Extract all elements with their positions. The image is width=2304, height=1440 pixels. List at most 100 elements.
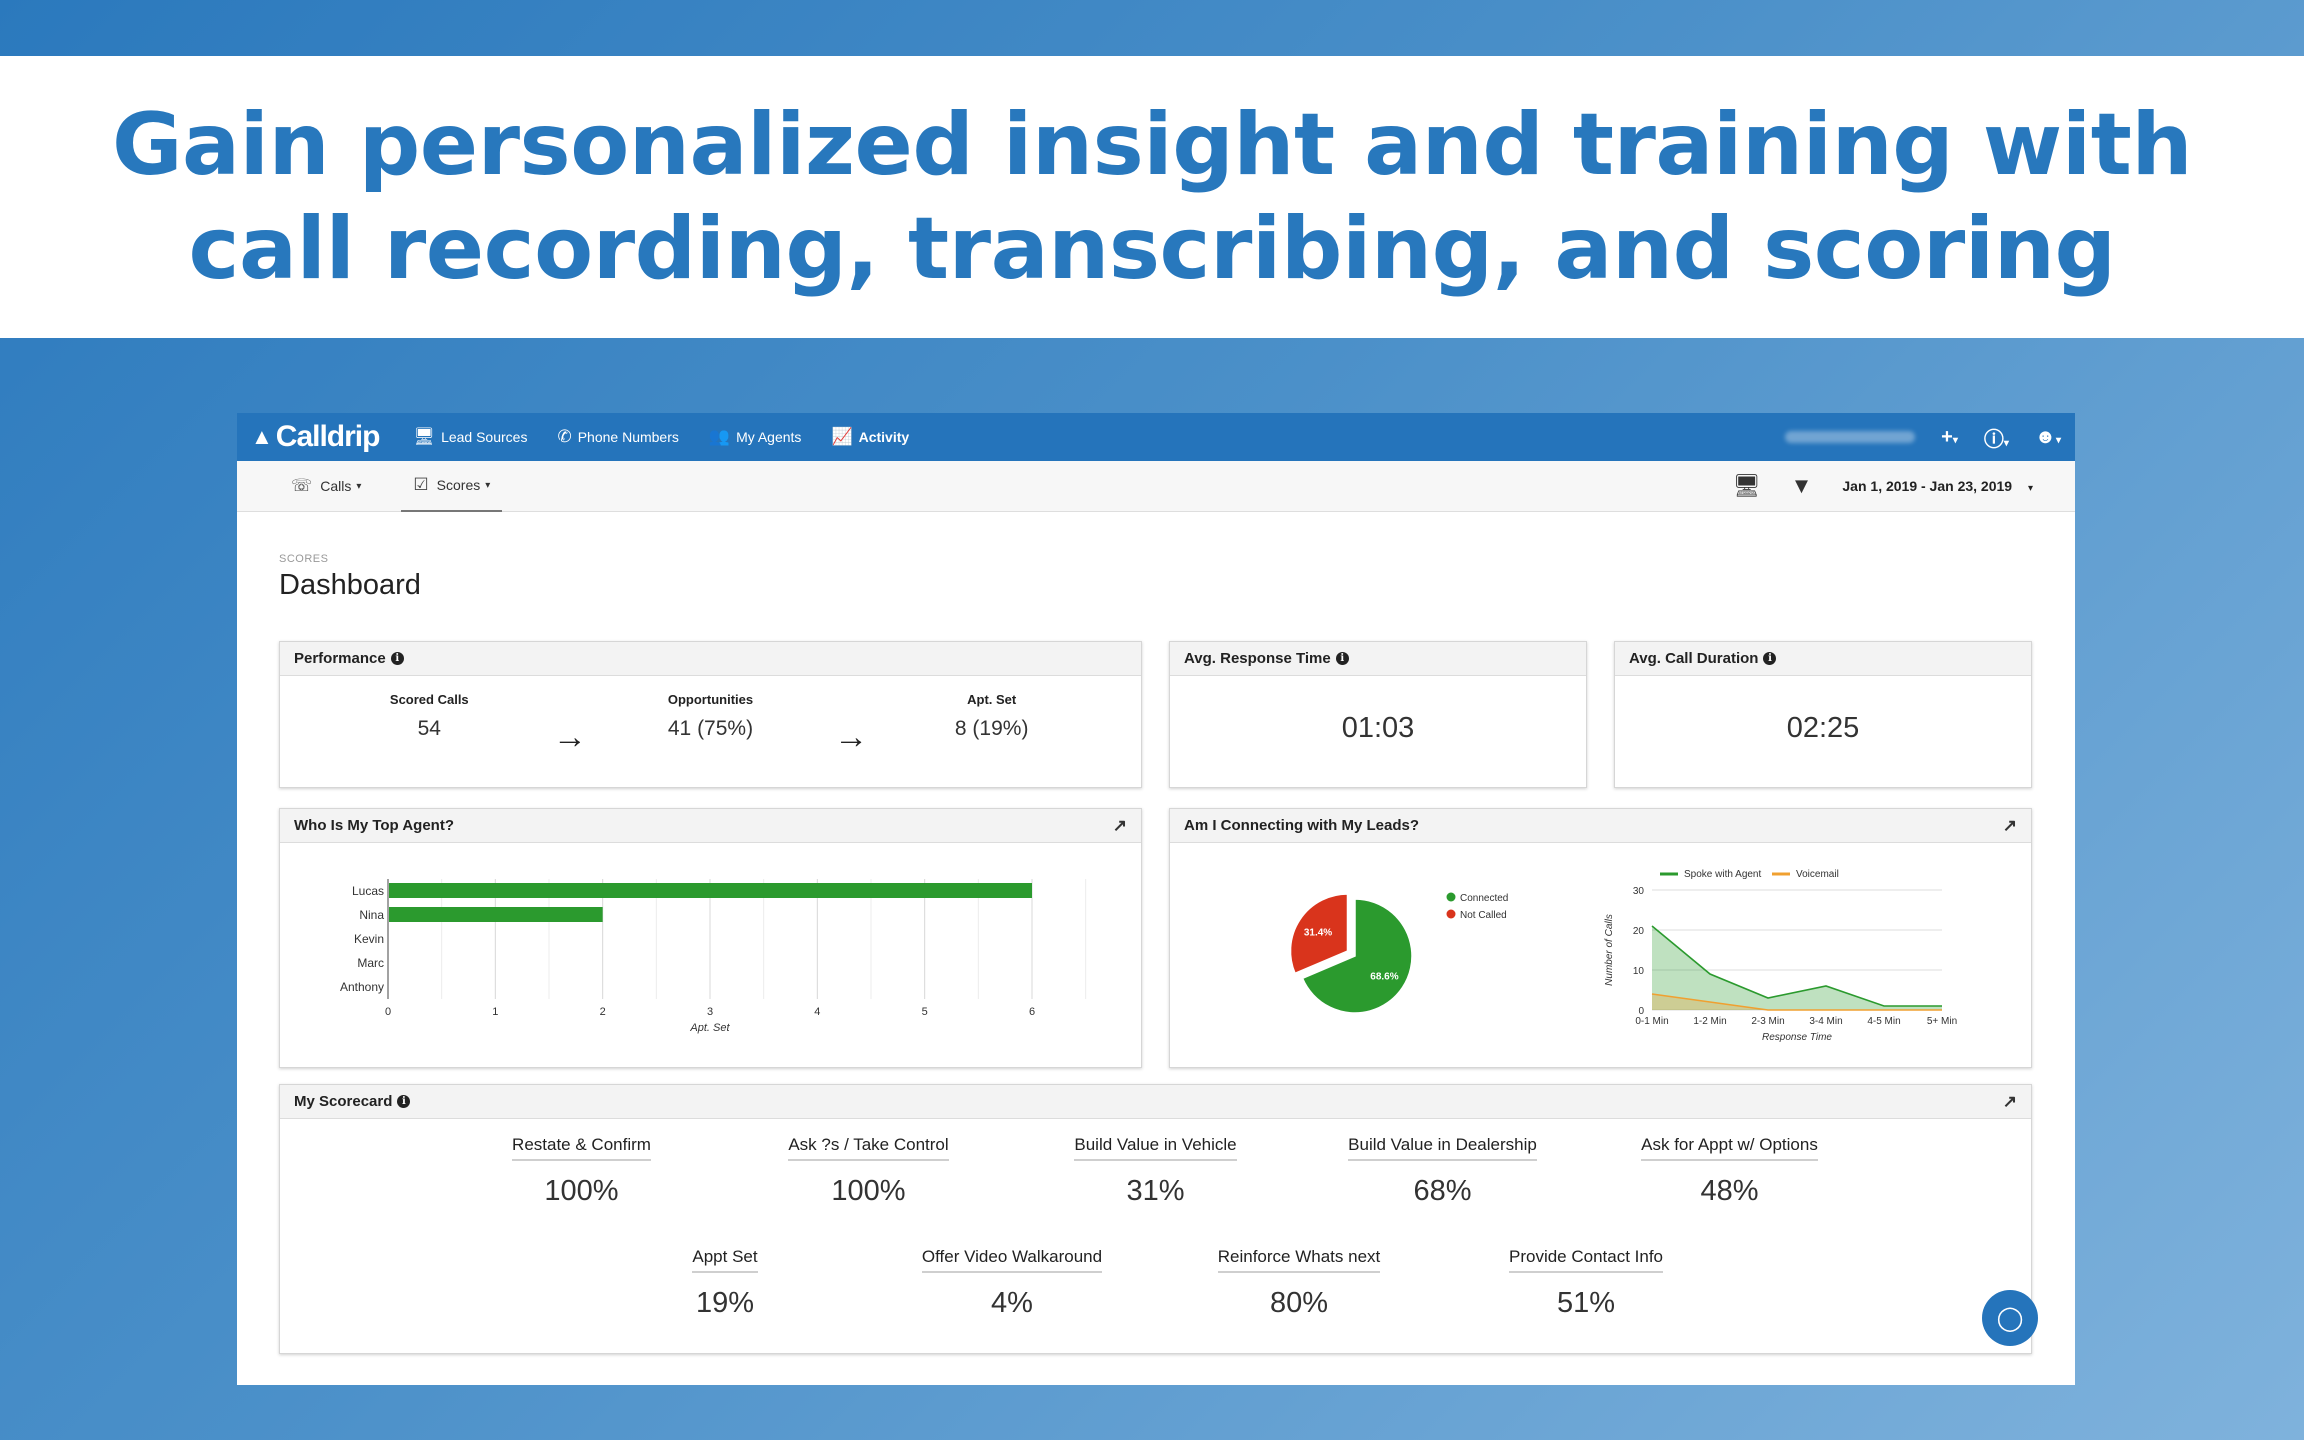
legend-label: Spoke with Agent [1684, 869, 1761, 880]
avg-duration-card: Avg. Call Duration i 02:25 [1614, 641, 2032, 788]
chevron-down-icon: ▾ [2003, 437, 2009, 449]
y-tick-label: Nina [359, 908, 384, 922]
external-link-icon[interactable]: ↗ [2002, 815, 2017, 835]
score-item: Ask ?s / Take Control 100% [725, 1135, 1012, 1208]
avg-duration-header: Avg. Call Duration i [1615, 642, 2031, 676]
scorecard-title: My Scorecard [294, 1093, 393, 1110]
bar [389, 907, 603, 922]
tab-scores-label: Scores [436, 477, 481, 493]
x-tick-label: 5+ Min [1927, 1016, 1957, 1027]
scored-calls-label: Scored Calls [389, 692, 469, 707]
scored-calls-value: 54 [417, 717, 441, 740]
tab-calls-label: Calls [320, 478, 352, 494]
info-icon[interactable]: i [1763, 652, 1777, 665]
legend-swatch [1446, 909, 1456, 919]
calldrip-logo[interactable]: ▲ Calldrip [251, 420, 380, 454]
x-tick-label: 0-1 Min [1635, 1016, 1668, 1027]
performance-header: Performance i [280, 642, 1141, 676]
x-tick-label: 3 [707, 1006, 713, 1018]
info-icon[interactable]: i [390, 652, 404, 665]
nav-activity[interactable]: 📈 Activity [831, 427, 909, 447]
date-range-picker[interactable]: Jan 1, 2019 - Jan 23, 2019 ▾ [1842, 478, 2033, 494]
chevron-down-icon: ▾ [485, 479, 491, 491]
performance-title: Performance [294, 650, 386, 667]
top-agent-title: Who Is My Top Agent? [294, 817, 454, 834]
filter-icon[interactable]: ▼ [1790, 473, 1813, 498]
help-menu[interactable]: ⓘ▾ [1984, 423, 2009, 452]
nav-my-agents[interactable]: 👥 My Agents [709, 427, 802, 447]
opportunities-stat: Opportunities 41 (75%) [615, 692, 805, 741]
avg-response-card: Avg. Response Time i 01:03 [1169, 641, 1587, 788]
x-axis-label: Response Time [1762, 1032, 1832, 1043]
external-link-icon[interactable]: ↗ [1112, 815, 1127, 835]
external-link-icon[interactable]: ↗ [2002, 1091, 2017, 1111]
monitor-icon[interactable]: 🖥 [1732, 473, 1761, 498]
apt-set-stat: Apt. Set 8 (19%) [897, 692, 1087, 741]
top-nav: ▲ Calldrip 🖥 Lead Sources ✆ Phone Number… [237, 413, 2075, 461]
score-value: 31% [1126, 1175, 1185, 1207]
response-area-chart: 0 10 20 30 Spoke with Agent Voicemail 0-1 Min 1… [1604, 869, 1957, 1043]
x-tick-label: 4-5 Min [1867, 1016, 1900, 1027]
series-line [1651, 993, 1942, 1011]
y-tick-label: 0 [1638, 1006, 1644, 1017]
apt-set-label: Apt. Set [967, 692, 1017, 707]
score-item: Ask for Appt w/ Options 48% [1586, 1135, 1873, 1208]
account-name-dropdown[interactable] [1785, 431, 1916, 443]
breadcrumb: SCORES [279, 553, 329, 565]
nav-phone-numbers[interactable]: ✆ Phone Numbers [557, 427, 678, 447]
score-label: Reinforce Whats next [1217, 1247, 1381, 1273]
score-item: Provide Contact Info 51% [1443, 1247, 1730, 1320]
scorecard-row-1: Restate & Confirm 100% Ask ?s / Take Cont… [280, 1135, 2031, 1208]
score-label: Appt Set [692, 1247, 758, 1273]
y-tick-label: 20 [1633, 926, 1645, 937]
top-agent-header: Who Is My Top Agent? ↗ [280, 809, 1141, 843]
score-value: 19% [695, 1287, 755, 1319]
checkbox-icon: ☑ [413, 475, 429, 494]
x-tick-label: 1 [492, 1006, 498, 1018]
phone-icon: ✆ [557, 427, 572, 446]
score-value: 51% [1556, 1287, 1616, 1319]
sub-nav: ☏ Calls ▾ ☑ Scores ▾ 🖥 ▼ Jan 1, 2019 - J… [237, 461, 2075, 512]
arrow-right-icon: → [552, 718, 587, 756]
info-icon[interactable]: i [397, 1095, 411, 1108]
nav-activity-label: Activity [858, 429, 910, 445]
score-item: Reinforce Whats next 80% [1156, 1247, 1443, 1320]
y-tick-label: 30 [1633, 886, 1645, 897]
score-item: Offer Video Walkaround 4% [869, 1247, 1156, 1320]
y-tick-label: 10 [1633, 966, 1645, 977]
x-tick-label: 3-4 Min [1809, 1016, 1842, 1027]
x-tick-label: 5 [922, 1006, 928, 1018]
avg-response-value: 01:03 [1341, 712, 1415, 744]
chart-line-icon: 📈 [831, 427, 853, 446]
score-label: Build Value in Dealership [1348, 1135, 1537, 1161]
page-header: SCORES Dashboard [237, 553, 2075, 602]
y-tick-label: Lucas [352, 884, 384, 898]
nav-lead-sources[interactable]: 🖥 Lead Sources [413, 427, 527, 447]
y-axis-label: Number of Calls [1604, 914, 1615, 986]
legend-label: Connected [1460, 893, 1508, 904]
tab-calls[interactable]: ☏ Calls ▾ [279, 461, 373, 512]
score-value: 68% [1413, 1175, 1472, 1207]
connecting-title: Am I Connecting with My Leads? [1184, 817, 1420, 834]
user-circle-icon: ☻ [2034, 425, 2056, 448]
info-icon[interactable]: i [1335, 652, 1349, 665]
y-tick-label: Kevin [354, 932, 384, 946]
top-agent-bar-chart: 0 1 2 3 4 5 6 Lucas Nina Kevin Marc Anthony Apt. Set [340, 879, 1087, 1034]
x-tick-label: 2-3 Min [1751, 1016, 1784, 1027]
opportunities-label: Opportunities [667, 692, 754, 707]
score-label: Offer Video Walkaround [921, 1247, 1103, 1273]
tab-scores[interactable]: ☑ Scores ▾ [401, 461, 503, 512]
scorecard-card: My Scorecard i ↗ Restate & Confirm 100% A… [279, 1084, 2032, 1354]
add-menu[interactable]: +▾ [1941, 426, 1958, 449]
legend-label: Not Called [1460, 910, 1507, 921]
series-line [1651, 925, 1942, 1007]
nav-lead-sources-label: Lead Sources [441, 429, 528, 445]
chat-button[interactable]: ◯ [1982, 1290, 2038, 1346]
score-item: Build Value in Dealership 68% [1299, 1135, 1586, 1208]
score-label: Ask ?s / Take Control [788, 1135, 949, 1161]
drop-icon: ▲ [251, 424, 273, 449]
score-value: 80% [1269, 1287, 1329, 1319]
apt-set-value: 8 (19%) [954, 717, 1029, 740]
connecting-card: Am I Connecting with My Leads? ↗ 68.6% 31… [1169, 808, 2032, 1068]
user-menu[interactable]: ☻▾ [2035, 426, 2061, 449]
